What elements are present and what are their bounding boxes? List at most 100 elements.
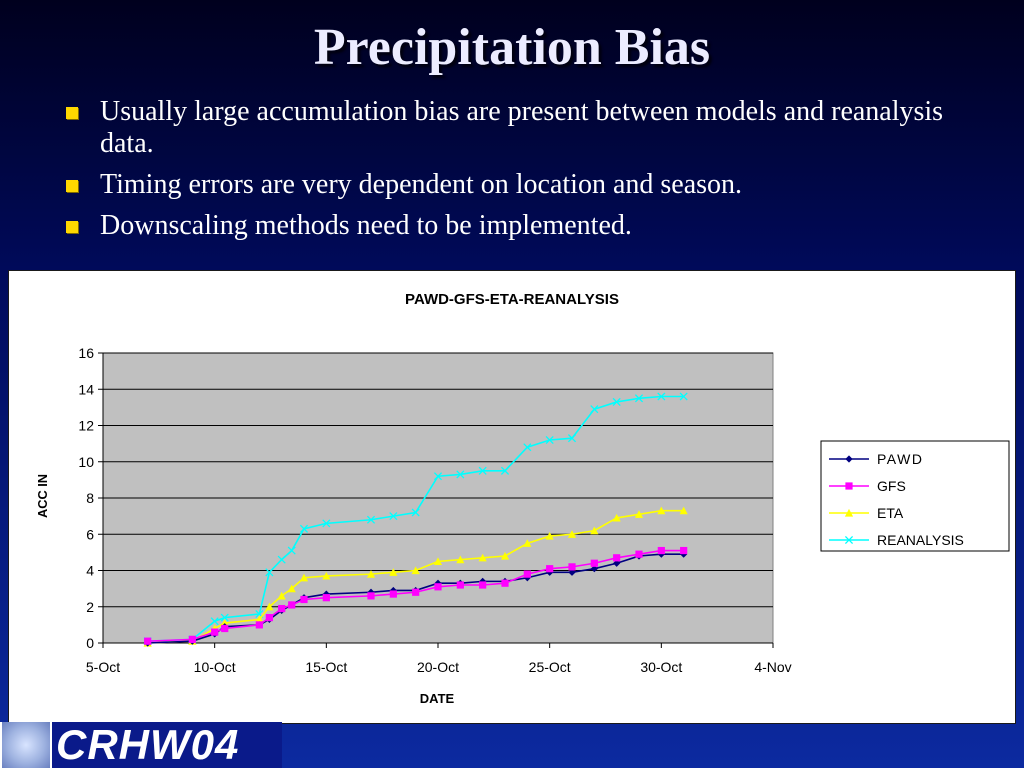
reanalysis-point	[500, 466, 510, 475]
gfs-point	[412, 588, 420, 596]
bullet-text: Downscaling methods need to be implement…	[100, 210, 632, 241]
eta-point	[612, 513, 621, 522]
gfs-point	[501, 579, 509, 587]
bullet-text: Timing errors are very dependent on loca…	[100, 169, 743, 200]
gfs-point	[144, 637, 152, 645]
eta-point	[366, 570, 376, 578]
x-tick-label: 4-Nov	[754, 659, 791, 675]
y-tick-label: 16	[78, 345, 94, 361]
legend-marker	[844, 535, 854, 545]
gfs-point	[568, 563, 576, 571]
reanalysis-point	[210, 617, 219, 626]
eta-point	[433, 557, 443, 566]
slide-title: Precipitation Bias	[313, 19, 711, 76]
eta-point	[567, 530, 577, 538]
y-tick-label: 14	[78, 381, 94, 397]
reanalysis-point	[433, 472, 443, 481]
eta-point	[389, 568, 398, 576]
y-tick-label: 4	[86, 563, 94, 579]
reanalysis-point	[523, 443, 532, 452]
gfs-point	[278, 604, 286, 613]
gfs-point	[300, 595, 308, 604]
gfs-point	[635, 550, 643, 558]
reanalysis-point	[287, 546, 296, 555]
x-tick-label: 20-Oct	[417, 659, 459, 675]
bullet-item: Downscaling methods need to be implement…	[62, 210, 972, 242]
gfs-point	[265, 614, 273, 622]
eta-point	[411, 566, 420, 575]
legend-item-pawd: PAWD	[829, 451, 922, 467]
eta-point	[255, 615, 264, 624]
legend-item-reanalysis: REANALYSIS	[829, 532, 964, 548]
legend-label: REANALYSIS	[877, 532, 964, 548]
x-tick-label: 15-Oct	[305, 659, 347, 675]
reanalysis-point	[366, 515, 376, 524]
eta-point	[265, 602, 274, 611]
footer-logo: CRHW04	[52, 722, 282, 768]
eta-point	[500, 551, 510, 560]
eta-point	[322, 571, 331, 580]
legend-marker	[845, 482, 853, 490]
reanalysis-point	[545, 435, 554, 445]
reanalysis-point	[389, 512, 398, 521]
y-tick-label: 12	[78, 418, 94, 434]
gfs-point	[680, 546, 688, 555]
eta-point	[299, 573, 309, 582]
reanalysis-point	[590, 405, 599, 414]
bullet-item: Usually large accumulation bias are pres…	[62, 96, 972, 160]
reanalysis-point	[478, 466, 487, 475]
reanalysis-point	[411, 508, 420, 517]
y-tick-label: 8	[86, 490, 94, 506]
gfs-point	[367, 592, 375, 600]
gfs-point	[221, 624, 229, 633]
reanalysis-point	[299, 524, 309, 533]
reanalysis-point	[220, 613, 229, 622]
eta-point	[456, 555, 465, 564]
eta-point	[634, 510, 644, 518]
gfs-point	[546, 565, 554, 573]
gfs-point	[434, 583, 442, 591]
snowflake-icon	[2, 722, 50, 768]
reanalysis-point	[265, 568, 274, 577]
eta-point	[277, 591, 286, 600]
gfs-point	[523, 570, 531, 578]
reanalysis-point	[567, 434, 577, 443]
gfs-point	[211, 628, 219, 636]
legend: PAWD GFS ETA REANALYSIS	[820, 440, 1010, 552]
y-tick-label: 10	[78, 454, 94, 470]
square-bullet-icon	[66, 107, 78, 119]
bullet-text: Usually large accumulation bias are pres…	[100, 96, 944, 159]
gfs-point	[479, 581, 487, 589]
eta-point	[657, 506, 666, 515]
series-lines	[143, 392, 688, 647]
y-tick-label: 0	[86, 635, 94, 651]
eta-point	[220, 618, 229, 627]
legend-item-gfs: GFS	[829, 478, 906, 494]
reanalysis-point	[277, 555, 286, 564]
gfs-point	[657, 546, 665, 555]
gfs-point	[613, 554, 621, 562]
eta-point	[545, 531, 554, 540]
series-eta	[143, 506, 688, 647]
x-tick-label: 25-Oct	[529, 659, 571, 675]
x-tick-label: 5-Oct	[86, 659, 120, 675]
pawd-point	[590, 565, 598, 573]
square-bullet-icon	[66, 180, 78, 192]
x-tick-label: 30-Oct	[640, 659, 682, 675]
pawd-point	[613, 559, 621, 567]
x-axis-label: DATE	[420, 691, 455, 706]
reanalysis-point	[679, 392, 688, 401]
square-bullet-icon	[66, 221, 78, 233]
y-tick-label: 6	[86, 526, 94, 542]
axes: 0 2 4 6 8 10 12 14 16 5-Oct 10-Oct 15-Oct 20-Oct 25-O…	[78, 345, 791, 675]
legend-marker	[844, 508, 854, 517]
eta-point	[523, 539, 532, 547]
reanalysis-point	[634, 394, 644, 403]
legend-label: ETA	[877, 505, 904, 521]
gfs-point	[288, 601, 296, 609]
series-gfs	[144, 546, 688, 645]
reanalysis-point	[657, 392, 666, 401]
legend-label: GFS	[877, 478, 906, 494]
series-reanalysis	[143, 392, 688, 646]
pawd-point	[568, 568, 576, 576]
